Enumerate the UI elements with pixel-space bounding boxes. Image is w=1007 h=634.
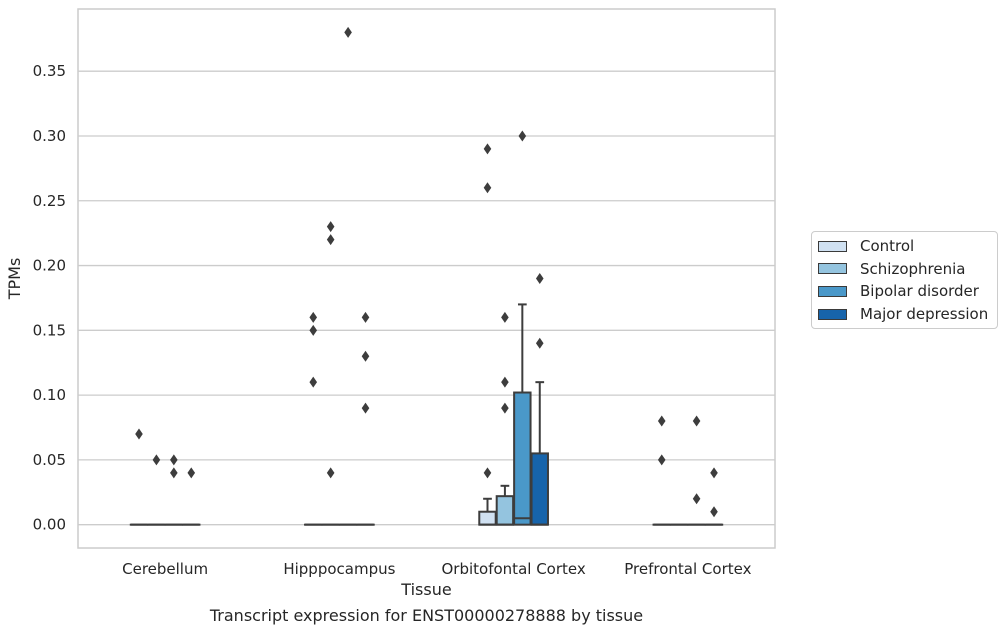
y-axis-label: TPMs (5, 258, 24, 301)
legend-swatch (818, 263, 847, 275)
outlier-point (483, 467, 492, 479)
outlier-point (535, 273, 544, 284)
outlier-point (692, 493, 701, 505)
box-control (478, 497, 497, 526)
outlier-point (152, 454, 161, 466)
legend-swatch (818, 240, 847, 252)
outlier-point (170, 454, 178, 466)
y-tick-label: 0.15 (33, 321, 66, 339)
y-tick-label: 0.20 (33, 257, 66, 275)
gridlines (78, 70, 775, 526)
plot-frame (77, 8, 776, 549)
y-tick-label: 0.00 (33, 516, 66, 534)
outlier-point (710, 506, 718, 518)
legend-label: Major depression (860, 305, 989, 324)
box (495, 495, 515, 526)
outlier-point (657, 415, 666, 427)
legend-label: Control (860, 237, 915, 256)
box-schizophrenia (495, 484, 515, 526)
outlier-point (361, 311, 370, 323)
legend-item: Control (812, 235, 997, 258)
box (530, 452, 549, 526)
legend: Control Schizophrenia Bipolar disorder Majo… (811, 231, 998, 330)
legend-swatch (818, 308, 847, 320)
legend-item: Major depression (812, 303, 997, 326)
legend-label: Schizophrenia (860, 259, 966, 278)
y-tick-label: 0.35 (33, 62, 66, 80)
legend-swatch (818, 285, 847, 297)
outlier-point (710, 467, 718, 479)
outlier-point (344, 26, 352, 38)
box-bipolar-disorder (513, 303, 532, 526)
outlier-point (309, 324, 318, 336)
box-plots (129, 303, 724, 526)
outlier-point (309, 376, 318, 388)
x-axis-ticks: Cerebellum Hipppocampus Orbitofontal Corte… (122, 560, 751, 578)
outlier-point (692, 415, 701, 427)
outlier-point (187, 467, 196, 479)
x-tick-label: Prefrontal Cortex (624, 560, 751, 578)
x-tick-label: Cerebellum (122, 560, 208, 578)
outlier-point (135, 428, 143, 440)
x-axis-label: Tissue (400, 580, 451, 599)
outlier-point (483, 182, 492, 194)
box-major-depression (530, 381, 549, 526)
outlier-point (501, 402, 509, 414)
outlier-point (483, 143, 492, 155)
legend-item: Bipolar disorder (812, 280, 997, 303)
outlier-point (501, 311, 509, 323)
x-tick-label: Hipppocampus (283, 560, 395, 578)
outlier-point (361, 402, 370, 414)
chart-caption: Transcript expression for ENST0000027888… (209, 606, 644, 625)
outlier-point (535, 337, 544, 349)
legend-label: Bipolar disorder (860, 282, 979, 301)
outlier-point (170, 467, 178, 479)
y-tick-label: 0.30 (33, 127, 66, 145)
y-tick-label: 0.05 (33, 451, 66, 469)
y-axis-ticks: 0.00 0.05 0.10 0.15 0.20 0.25 0.30 0.35 (33, 62, 66, 533)
outlier-point (501, 376, 509, 388)
outlier-points (135, 26, 718, 518)
outlier-point (326, 467, 335, 479)
x-tick-label: Orbitofontal Cortex (442, 560, 586, 578)
box (478, 510, 497, 526)
y-tick-label: 0.10 (33, 386, 66, 404)
outlier-point (657, 454, 666, 466)
y-tick-label: 0.25 (33, 192, 66, 210)
outlier-point (326, 234, 335, 246)
outlier-point (361, 350, 370, 362)
outlier-point (518, 130, 527, 142)
legend-item: Schizophrenia (812, 258, 997, 281)
box (513, 391, 532, 526)
outlier-point (309, 311, 318, 323)
outlier-point (326, 221, 335, 233)
